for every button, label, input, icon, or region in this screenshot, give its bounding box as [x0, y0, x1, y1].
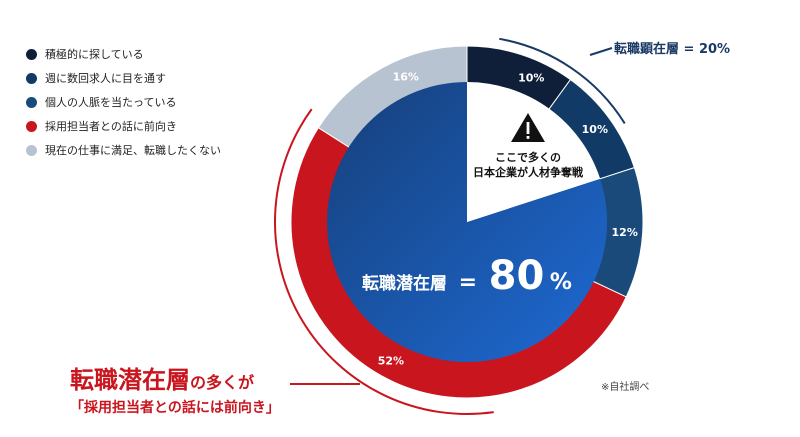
latent-prefix: 転職潜在層 [362, 273, 447, 294]
slice-label-active: 10% [518, 72, 544, 85]
warning-icon [511, 113, 545, 142]
legend-item-network: 個人の人脈を当たっている [26, 90, 221, 114]
active-bracket-line [589, 47, 613, 56]
warning-text-line2: 日本企業が人材争奪戦 [473, 165, 584, 179]
slice-label-satisfied: 16% [393, 70, 419, 83]
legend-item-active: 積極的に探している [26, 42, 221, 66]
latent-unit: % [550, 270, 572, 295]
active-sector [467, 82, 601, 222]
slice-label-weekly: 10% [582, 123, 608, 136]
legend-dot [26, 144, 37, 156]
latent-bracket-arc [274, 108, 494, 415]
legend-dot [26, 48, 37, 60]
legend-label: 積極的に探している [45, 48, 144, 61]
warning-text-line1: ここで多くの [495, 150, 561, 164]
latent-value: 80 [489, 253, 545, 299]
legend-item-recruiter: 採用担当者との話に前向き [26, 114, 221, 138]
slice-label-network: 12% [612, 226, 638, 239]
warning-bar [526, 122, 530, 134]
headline-small: の多くが [190, 373, 255, 392]
legend-label: 個人の人脈を当たっている [45, 96, 177, 109]
legend-dot [26, 72, 37, 84]
legend-item-weekly: 週に数回求人に目を通す [26, 66, 221, 90]
legend: 積極的に探している 週に数回求人に目を通す 個人の人脈を当たっている 採用担当者… [26, 42, 221, 162]
headline-sub: 「採用担当者との話には前向き」 [70, 400, 280, 416]
legend-dot [26, 96, 37, 108]
source-note: ※自社調べ [601, 382, 650, 393]
legend-label: 週に数回求人に目を通す [45, 72, 166, 85]
legend-item-satisfied: 現在の仕事に満足、転職したくない [26, 138, 221, 162]
active-callout: 転職顕在層 = 20% [614, 41, 730, 57]
latent-equals: = [459, 270, 477, 295]
headline-big: 転職潜在層 [70, 366, 190, 394]
latent-sector [327, 82, 607, 363]
legend-dot [26, 120, 37, 132]
headline-main: 転職潜在層の多くが [70, 360, 280, 395]
legend-label: 現在の仕事に満足、転職したくない [45, 144, 221, 157]
legend-label: 採用担当者との話に前向き [45, 120, 177, 133]
slice-label-recruiter: 52% [378, 354, 404, 367]
latent-label: 転職潜在層 = 80 % [362, 253, 572, 299]
warning-dot [526, 136, 530, 139]
headline: 転職潜在層の多くが 「採用担当者との話には前向き」 [70, 360, 280, 417]
active-bracket-arc [499, 37, 626, 124]
